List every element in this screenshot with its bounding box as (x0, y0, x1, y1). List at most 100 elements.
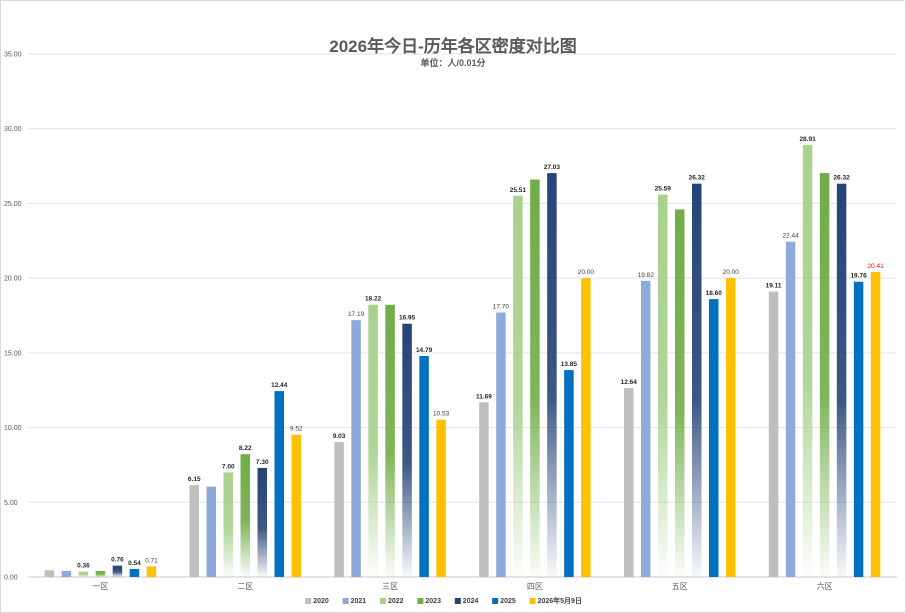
data-label: 13.85 (561, 361, 578, 368)
data-label: 27.03 (544, 164, 561, 171)
data-label: 18.60 (706, 290, 723, 297)
bar-六区-2025 (853, 281, 864, 577)
data-label: 19.76 (850, 273, 867, 280)
bar-五区-2022 (658, 194, 668, 577)
legend-item: 2021 (351, 598, 367, 605)
legend-swatch (342, 598, 349, 604)
bar-四区-2025 (564, 370, 574, 577)
y-axis: 0.00 5.00 10.00 15.00 20.00 25.00 30.00 35.00 (4, 52, 22, 582)
data-label: 25.59 (655, 186, 672, 193)
y-tick-label: 25.00 (4, 201, 22, 208)
data-label: 19.82 (638, 272, 655, 279)
bar-五区-2024 (692, 183, 702, 578)
x-tick-label: 一区 (92, 582, 108, 591)
bar-四区-2022 (513, 195, 523, 577)
bar-二区-2023 (240, 454, 250, 577)
data-label: 10.53 (433, 411, 450, 418)
bar-一区-2025 (129, 568, 140, 577)
legend-swatch (305, 598, 312, 604)
data-label: 25.51 (510, 187, 527, 194)
y-tick-label: 35.00 (4, 52, 22, 59)
data-label: 7.30 (256, 459, 269, 466)
bar-三区-2024 (402, 323, 412, 577)
legend-swatch (529, 598, 536, 604)
bar-三区-2020 (334, 442, 344, 577)
x-tick-label: 二区 (237, 582, 253, 591)
data-label: 17.19 (348, 311, 365, 318)
bar-一区-2024 (112, 565, 123, 577)
bar-六区-2026年5月9日 (870, 272, 881, 577)
bar-四区-2020 (479, 402, 489, 577)
bar-二区-2020 (189, 485, 199, 577)
data-label: 0.76 (111, 557, 124, 564)
bar-六区-2021 (785, 241, 796, 577)
legend-swatch (454, 598, 461, 604)
bar-三区-2023 (385, 304, 395, 577)
bar-三区-2026年5月9日 (436, 419, 446, 577)
bar-一区-2026年5月9日 (146, 566, 157, 577)
data-labels: 0.36 0.76 0.54 0.71 6.15 7.00 8.22 7.30 12.44 9.5… (77, 136, 884, 570)
legend-swatch (417, 598, 424, 604)
bar-六区-2022 (802, 145, 813, 577)
data-label: 8.22 (239, 445, 252, 452)
bar-二区-2022 (223, 472, 233, 577)
x-tick-label: 三区 (382, 582, 398, 591)
data-label: 14.79 (416, 347, 433, 354)
bar-一区-2021 (61, 571, 72, 577)
bar-二区-2024 (257, 467, 267, 577)
x-tick-label: 六区 (817, 581, 833, 591)
chart-subtitle: 单位：人/0.01分 (420, 57, 485, 68)
bar-四区-2026年5月9日 (581, 278, 591, 577)
legend-item: 2023 (425, 598, 441, 605)
data-label: 6.15 (188, 476, 201, 483)
bar-一区-2022 (78, 571, 89, 577)
bar-一区-2023 (95, 571, 106, 577)
bar-三区-2022 (368, 304, 378, 577)
data-label: 0.36 (77, 563, 90, 570)
data-label: 18.22 (365, 296, 382, 303)
data-label: 9.03 (333, 433, 346, 440)
data-label: 20.00 (723, 269, 740, 276)
bar-五区-2026年5月9日 (726, 278, 736, 577)
bar-三区-2025 (419, 355, 429, 577)
data-label: 0.71 (145, 557, 158, 564)
bar-五区-2021 (641, 280, 651, 577)
bar-五区-2020 (624, 388, 634, 577)
bar-五区-2023 (675, 209, 685, 578)
data-label: 28.91 (799, 136, 816, 143)
bar-二区-2025 (274, 391, 284, 577)
bar-一区-2020 (44, 570, 55, 577)
legend-swatch (380, 598, 386, 604)
chart-title: 2026年今日-历年各区密度对比图 (329, 36, 576, 56)
bars (44, 145, 881, 578)
x-axis: 一区 二区 三区 四区 五区 六区 (92, 581, 832, 591)
data-label: 20.00 (578, 269, 595, 276)
data-label: 7.00 (222, 463, 235, 470)
y-tick-label: 5.00 (4, 500, 18, 507)
bar-六区-2020 (768, 291, 779, 577)
data-label: 26.32 (833, 175, 850, 182)
data-label: 12.64 (621, 379, 638, 386)
legend: 2020 2021 2022 2023 2024 2025 2026年5月9日 (305, 596, 582, 605)
legend-item: 2026年5月9日 (538, 596, 582, 605)
y-tick-label: 0.00 (4, 575, 18, 582)
legend-swatch (492, 598, 499, 604)
bar-六区-2023 (819, 173, 830, 577)
y-tick-label: 30.00 (4, 126, 22, 133)
data-label: 26.32 (689, 175, 706, 182)
bar-二区-2021 (206, 486, 216, 577)
bar-二区-2026年5月9日 (291, 434, 301, 577)
data-label: 12.44 (271, 382, 288, 389)
data-label: 0.54 (128, 560, 141, 567)
x-tick-label: 四区 (527, 582, 543, 591)
legend-item: 2022 (388, 598, 404, 605)
y-tick-label: 10.00 (4, 425, 22, 432)
x-tick-label: 五区 (672, 582, 688, 591)
bar-四区-2023 (530, 179, 540, 577)
y-tick-label: 20.00 (4, 276, 22, 283)
data-label: 16.95 (399, 315, 416, 322)
data-label: 19.11 (766, 282, 782, 289)
bar-四区-2021 (496, 312, 506, 577)
